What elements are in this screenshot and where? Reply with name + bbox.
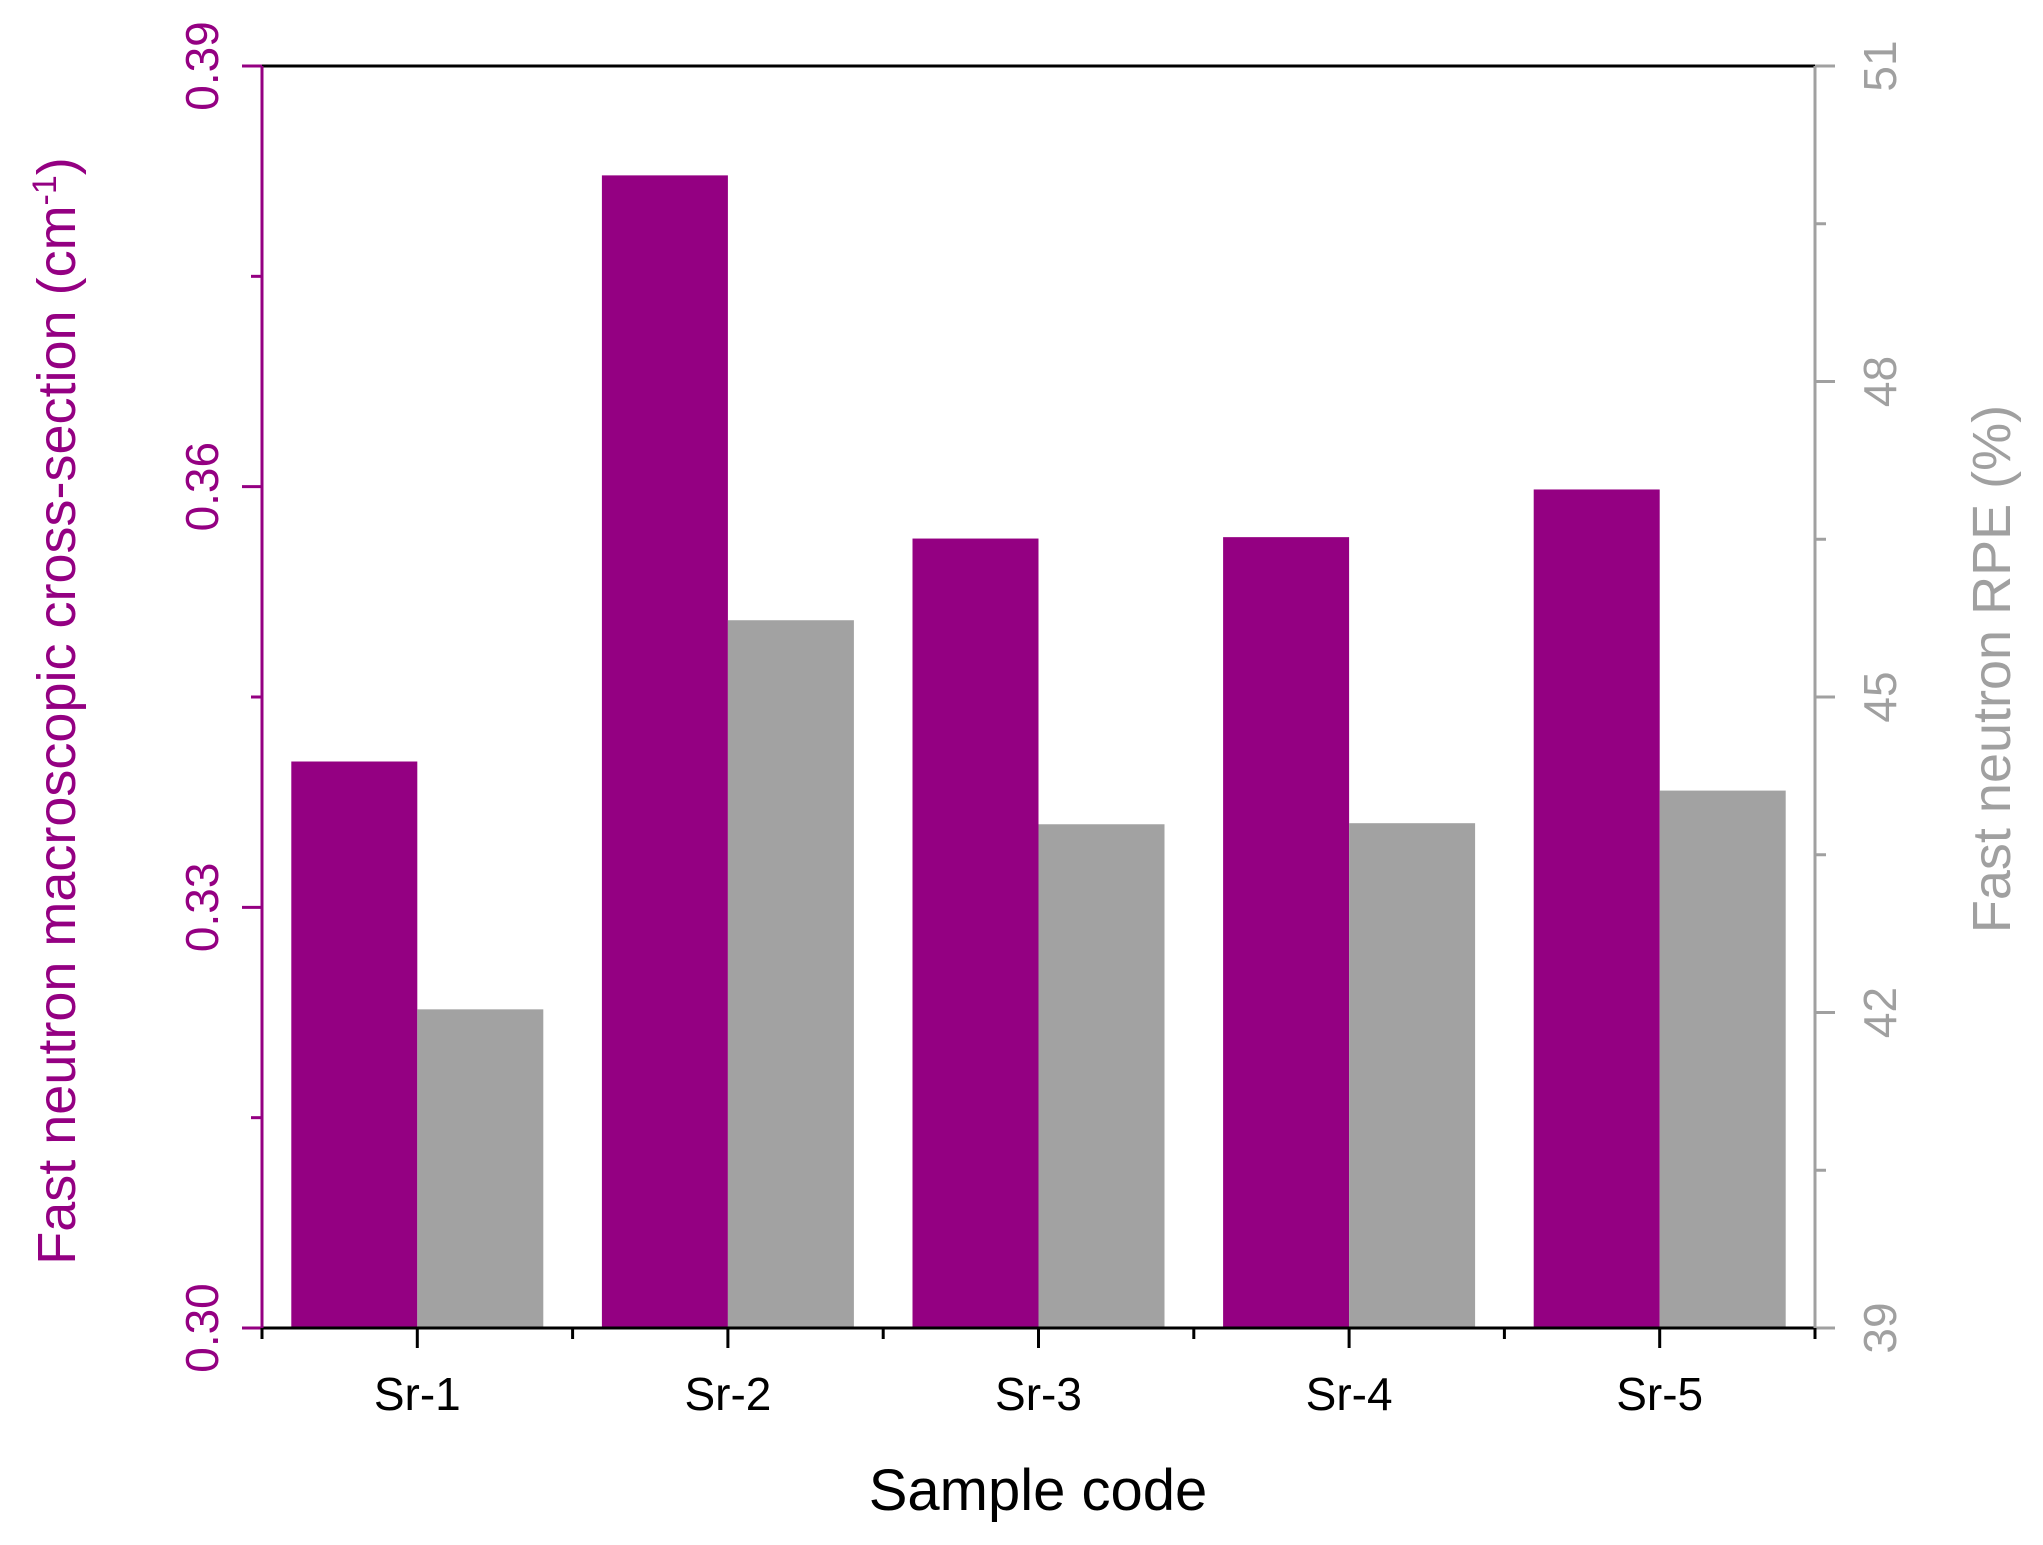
rpe-bar-sr-5 [1659, 790, 1786, 1328]
cross-section-bar-sr-5 [1533, 489, 1660, 1329]
rpe-bar-sr-2 [727, 620, 854, 1328]
left-tick-label: 0.33 [176, 863, 228, 953]
x-tick-label-sr-1: Sr-1 [374, 1368, 461, 1420]
right-tick-label: 51 [1854, 40, 1906, 91]
x-tick-label-sr-2: Sr-2 [684, 1368, 771, 1420]
right-axis-ticks: 39 42 45 48 51 [1815, 40, 1906, 1354]
bars-layer [291, 175, 1786, 1329]
left-axis-label-main: Fast neutron macroscopic cross-section (… [27, 205, 87, 1264]
x-tick-label-sr-4: Sr-4 [1306, 1368, 1393, 1420]
cross-section-bar-sr-4 [1223, 537, 1350, 1328]
left-axis-ticks: 0.30 0.33 0.36 0.39 [176, 21, 262, 1373]
left-axis-label-end: ) [27, 157, 87, 175]
right-tick-label: 45 [1854, 671, 1906, 722]
x-axis-ticks: Sr-1 Sr-2 Sr-3 Sr-4 Sr-5 [260, 1328, 1817, 1420]
right-axis-label: Fast neutron RPE (%) [1962, 405, 2022, 933]
cross-section-bar-sr-2 [601, 175, 728, 1329]
left-tick-label: 0.30 [176, 1283, 228, 1373]
left-axis-label-superscript: -1 [26, 175, 64, 205]
x-tick-label-sr-5: Sr-5 [1616, 1368, 1703, 1420]
left-axis-label: Fast neutron macroscopic cross-section (… [26, 157, 87, 1265]
rpe-bar-sr-1 [417, 1009, 544, 1328]
x-axis-label: Sample code [869, 1458, 1208, 1523]
left-tick-label: 0.39 [176, 21, 228, 111]
rpe-bar-sr-4 [1349, 823, 1476, 1328]
rpe-bar-sr-3 [1038, 824, 1165, 1328]
right-tick-label: 39 [1854, 1302, 1906, 1353]
cross-section-bar-sr-3 [912, 538, 1039, 1328]
x-tick-label-sr-3: Sr-3 [995, 1368, 1082, 1420]
left-tick-label: 0.36 [176, 442, 228, 532]
right-tick-label: 42 [1854, 987, 1906, 1038]
right-tick-label: 48 [1854, 356, 1906, 407]
cross-section-bar-sr-1 [291, 761, 418, 1328]
